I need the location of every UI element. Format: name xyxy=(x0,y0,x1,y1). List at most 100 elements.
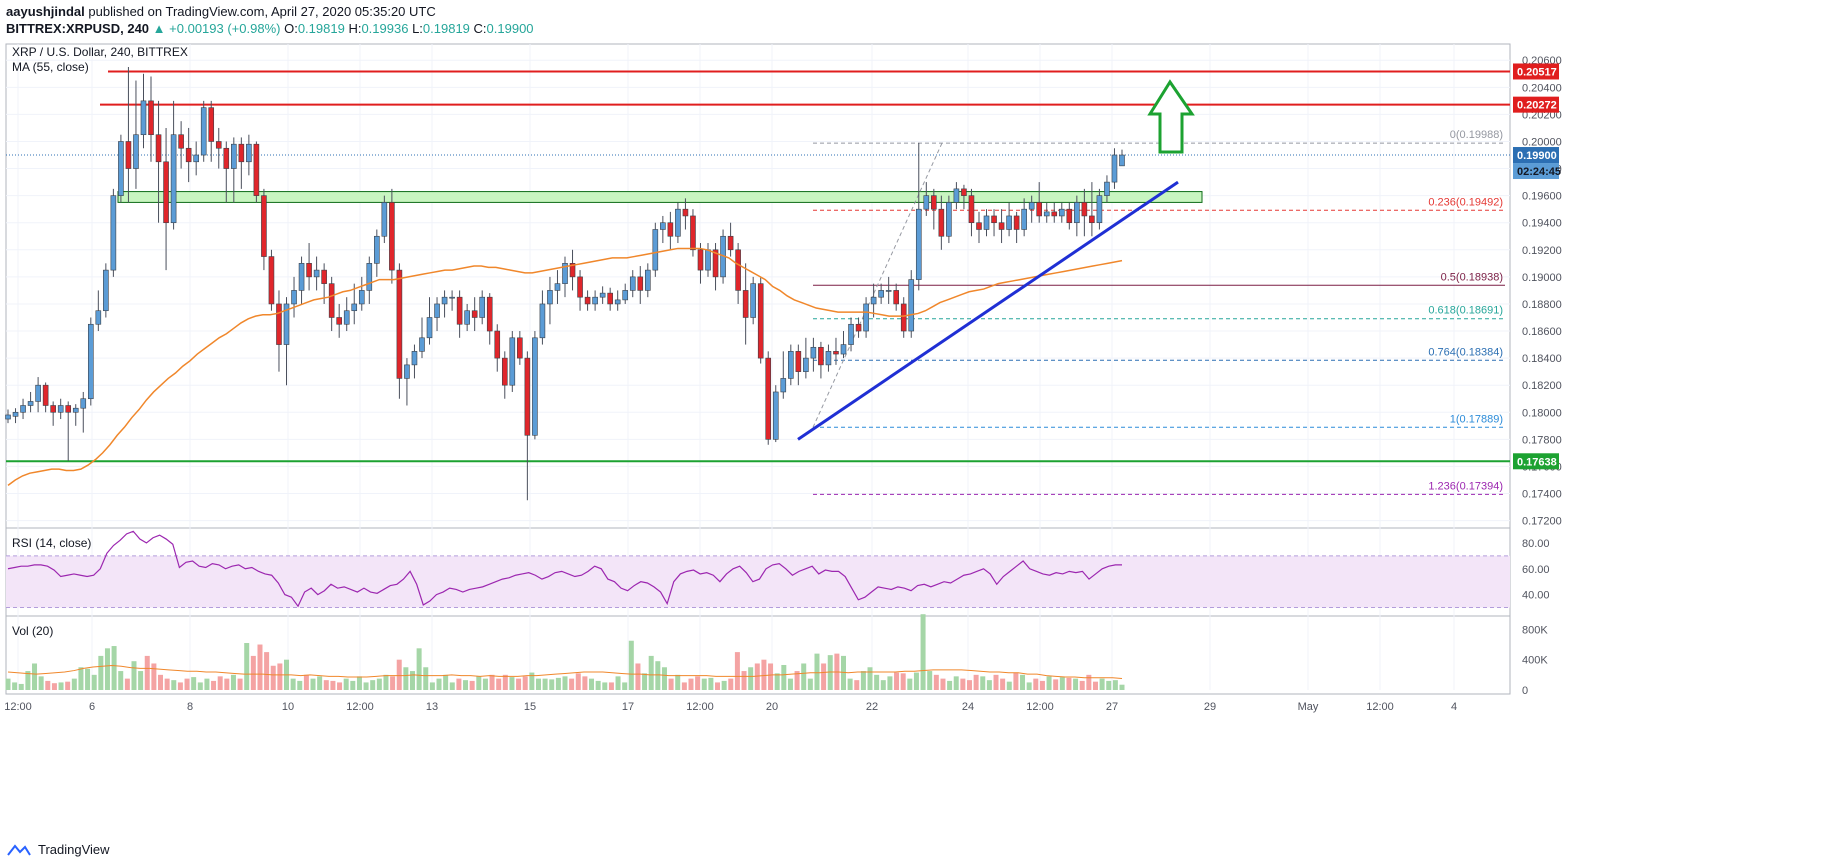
candle xyxy=(238,137,245,189)
candle xyxy=(1089,182,1095,237)
candle xyxy=(577,270,583,311)
volume-bar xyxy=(164,678,170,690)
volume-bar xyxy=(1059,677,1065,690)
volume-bar xyxy=(821,663,827,690)
candle xyxy=(818,341,824,379)
author-name[interactable]: aayushjindal xyxy=(6,4,85,19)
volume-bar xyxy=(429,682,435,690)
volume-bar xyxy=(158,674,164,690)
candle xyxy=(155,100,162,223)
chart-canvas[interactable]: 0.206000.204000.202000.200000.198000.196… xyxy=(0,40,1828,840)
candle-body xyxy=(870,296,877,305)
volume-bar xyxy=(728,678,734,690)
candle-body xyxy=(306,263,312,278)
candle-body xyxy=(1051,211,1058,217)
volume-bar xyxy=(960,678,966,690)
candle-body xyxy=(983,215,990,230)
candle xyxy=(682,198,689,230)
y-tick-label: 0.20400 xyxy=(1522,82,1562,94)
volume-bar xyxy=(118,671,124,690)
volume-bar xyxy=(708,677,714,690)
volume-bar xyxy=(880,680,886,690)
candle-body xyxy=(622,290,629,301)
candle-body xyxy=(532,337,538,436)
candle-body xyxy=(291,290,297,305)
volume-bar xyxy=(403,667,409,690)
candle-body xyxy=(27,401,34,406)
candle xyxy=(80,391,87,433)
close-value: 0.19900 xyxy=(486,21,534,36)
candle xyxy=(1013,211,1020,244)
support-zone xyxy=(117,191,1203,203)
candle-body xyxy=(35,384,41,402)
candle xyxy=(1066,202,1073,230)
volume-bar xyxy=(85,668,91,690)
candle xyxy=(449,290,455,311)
candle-body xyxy=(1074,202,1080,224)
volume-bar xyxy=(774,673,780,690)
x-tick-label: 8 xyxy=(187,701,193,713)
candle xyxy=(223,141,230,203)
volume-bar xyxy=(622,682,628,690)
candle xyxy=(1081,188,1088,237)
candle-body xyxy=(419,337,425,352)
volume-bar xyxy=(668,678,674,690)
main-y-axis: 0.206000.204000.202000.200000.198000.196… xyxy=(6,55,1562,528)
y-tick-label: 0.19200 xyxy=(1522,245,1562,257)
candle xyxy=(900,297,907,338)
vol-y-axis: 800K 400K 0 xyxy=(1522,624,1548,697)
volume-bar xyxy=(78,667,84,690)
volume-bar xyxy=(204,678,210,690)
fib-retracement: 0(0.19988) 0.236(0.19492) 0.5(0.18938) 0.61… xyxy=(812,129,1505,495)
volume-bar xyxy=(529,672,535,690)
candle xyxy=(607,287,613,311)
volume-bar xyxy=(549,679,555,690)
volume-bar xyxy=(390,676,396,690)
candle-body xyxy=(863,303,869,332)
volume-bar xyxy=(343,678,349,690)
candle-body xyxy=(87,323,94,400)
candle-body xyxy=(961,188,967,196)
x-tick-label: May xyxy=(1298,701,1319,713)
tradingview-logo-icon xyxy=(7,843,31,856)
volume-bar xyxy=(45,680,51,690)
price-label-text: 0.19900 xyxy=(1517,150,1557,162)
y-tick-label: 400K xyxy=(1522,655,1548,667)
volume-bar xyxy=(124,678,130,690)
candle-body xyxy=(253,143,260,196)
volume-bar xyxy=(1026,682,1032,690)
volume-bar xyxy=(456,678,462,690)
candle xyxy=(742,263,749,345)
price-labels: 0.20517 0.20272 0.19900 02:24:45 0.17638 xyxy=(1513,63,1561,470)
volume-bars xyxy=(5,614,1125,690)
volume-bar xyxy=(230,674,236,690)
candle-body xyxy=(366,263,373,291)
volume-bar xyxy=(250,655,256,690)
volume-ma-line xyxy=(7,665,1123,679)
candle-body xyxy=(1119,154,1125,167)
volume-bar xyxy=(933,674,939,690)
y-tick-label: 0.17200 xyxy=(1522,516,1562,528)
candle xyxy=(667,211,674,250)
volume-bar xyxy=(555,677,561,690)
candle-body xyxy=(215,141,222,149)
candle xyxy=(803,337,809,379)
volume-bar xyxy=(264,652,270,690)
candle xyxy=(358,276,365,311)
fib-label: 0(0.19988) xyxy=(1450,129,1503,141)
price-label-text: 0.20517 xyxy=(1517,66,1557,78)
candle xyxy=(547,276,553,325)
candle xyxy=(5,409,11,424)
candle xyxy=(419,317,425,359)
volume-bar xyxy=(98,655,104,690)
volume-bar xyxy=(748,667,754,690)
candle-body xyxy=(1096,195,1103,224)
candle-body xyxy=(524,357,531,436)
volume-bar xyxy=(655,661,661,690)
candle xyxy=(389,188,395,284)
candle xyxy=(1104,175,1110,203)
candle xyxy=(87,317,94,406)
candle-body xyxy=(441,296,448,305)
volume-bar xyxy=(71,678,77,690)
volume-bar xyxy=(463,680,469,690)
